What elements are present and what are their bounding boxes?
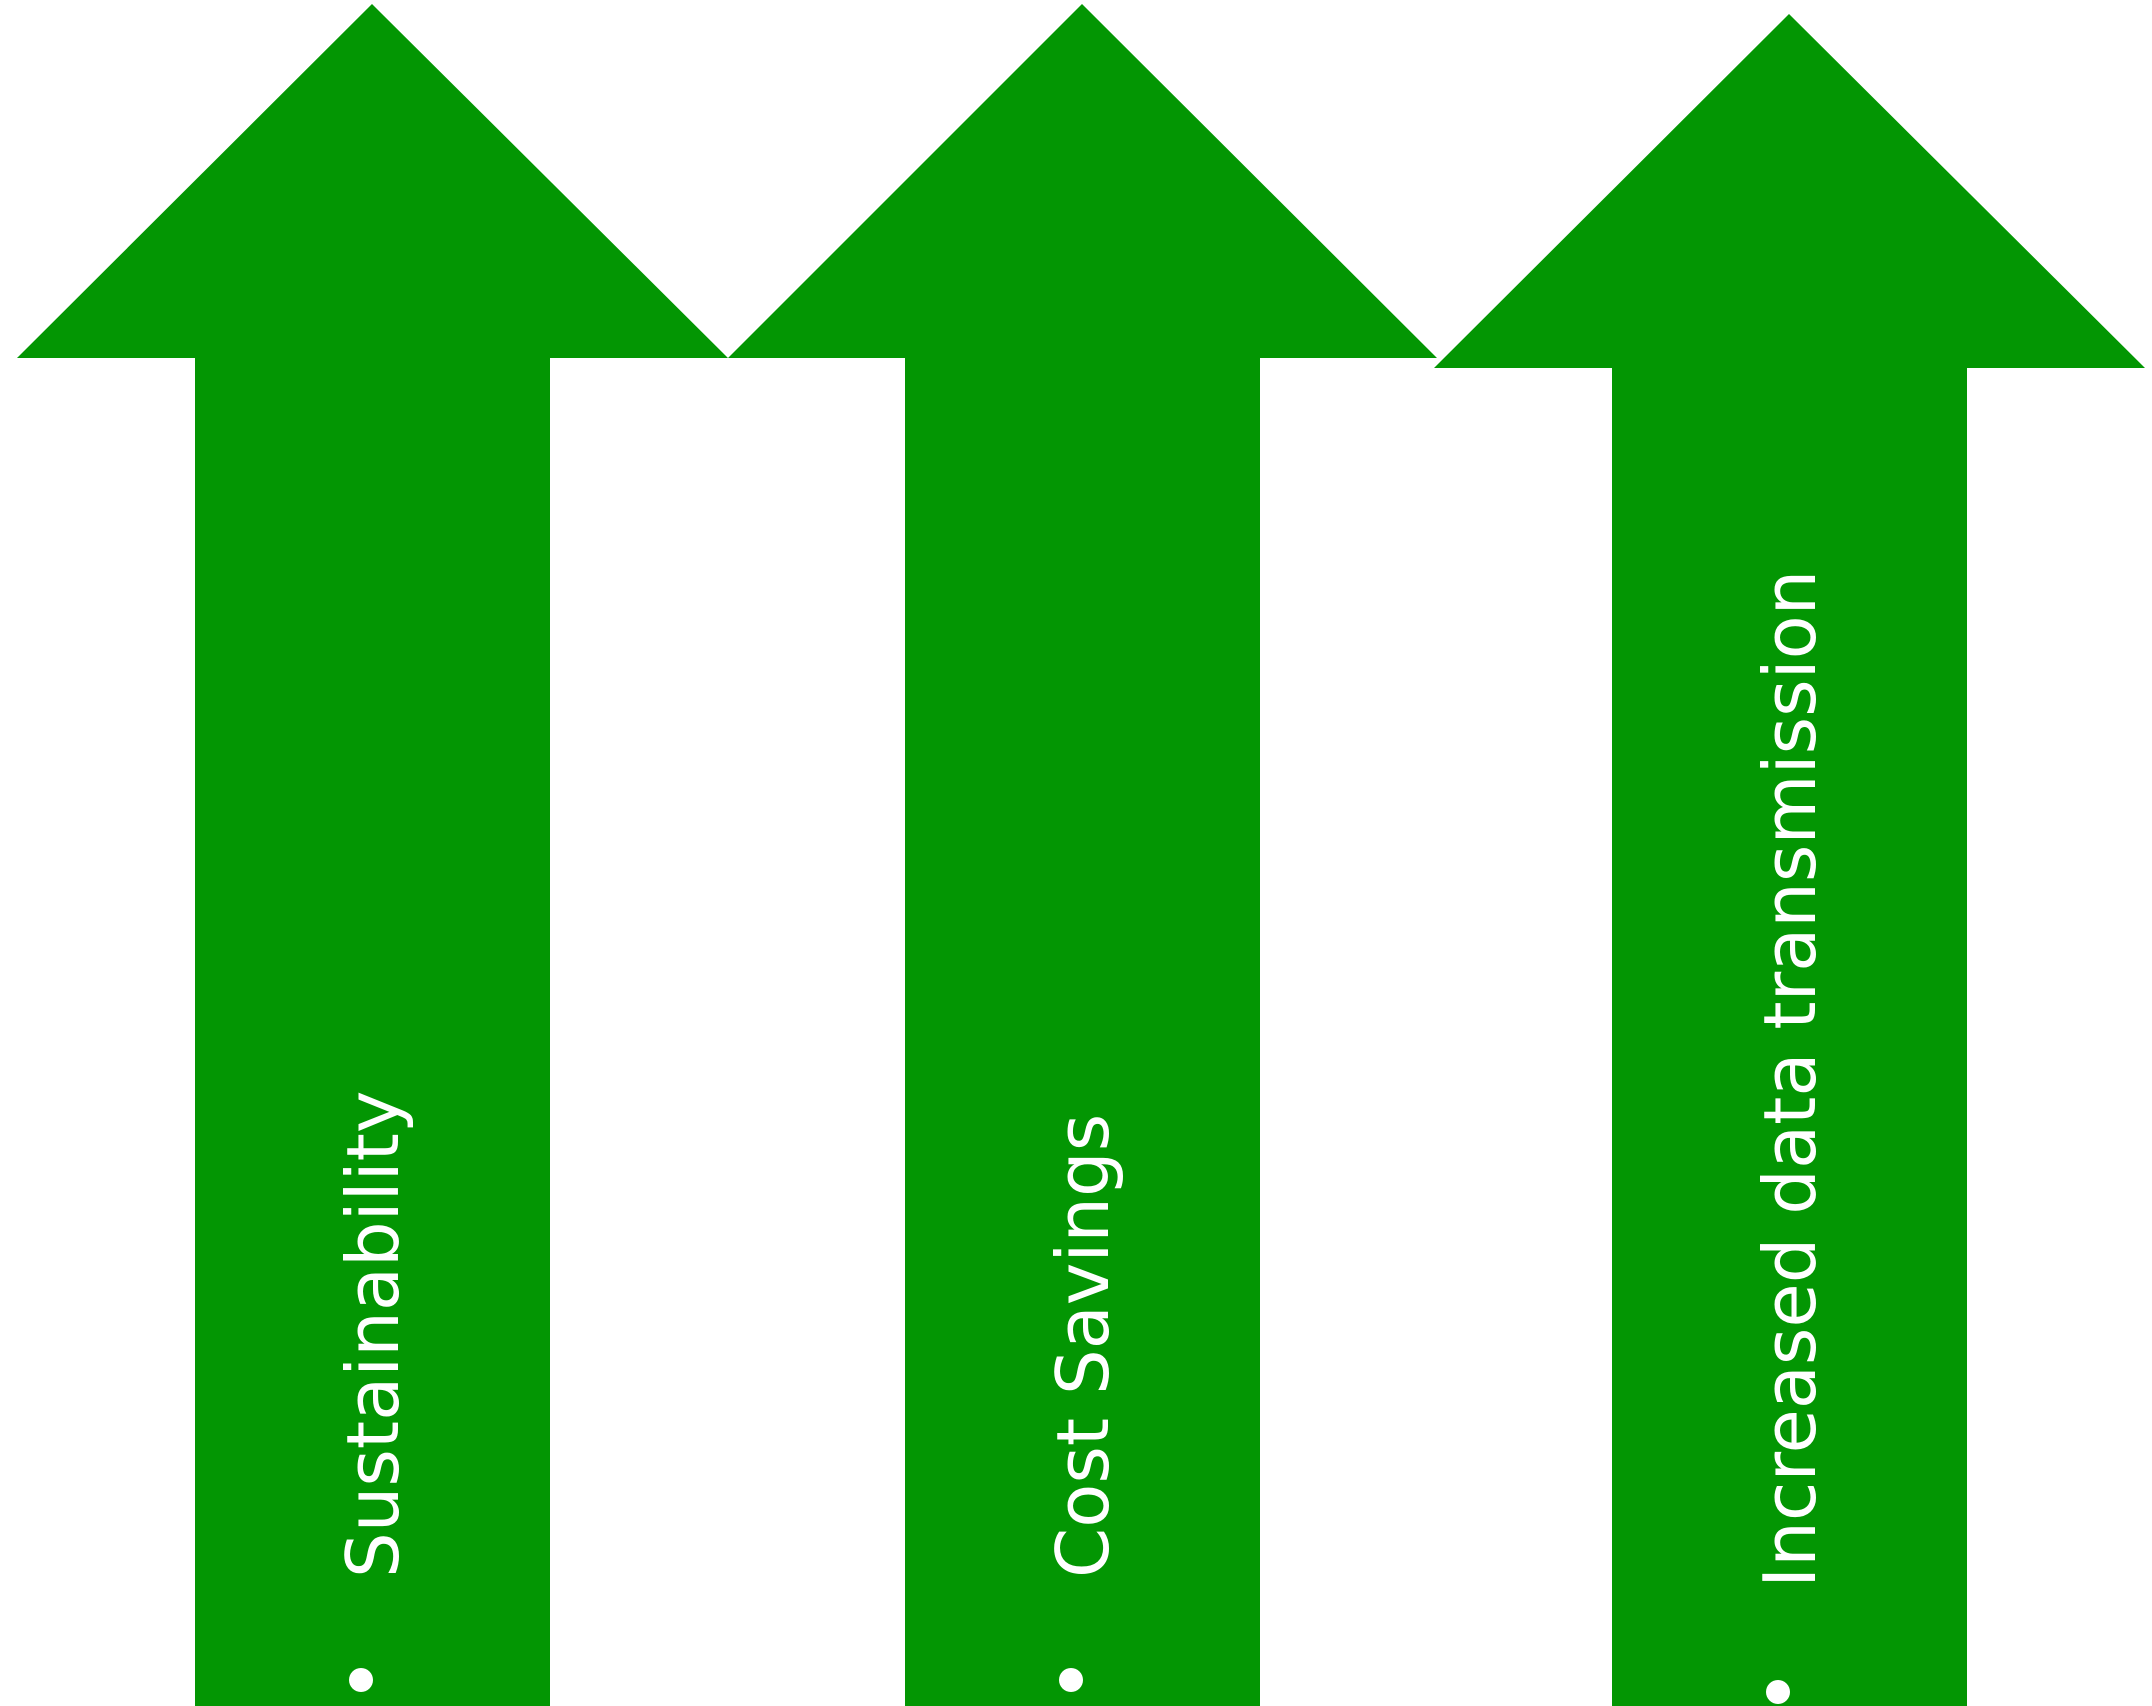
arrow-shape-increased-data-transmission bbox=[1434, 14, 2145, 1706]
bullet-dot-increased-data-transmission bbox=[1766, 1680, 1790, 1704]
arrow-shape-sustainability bbox=[17, 4, 728, 1706]
arrow-label-sustainability: Sustainability bbox=[331, 1090, 415, 1578]
arrow-cost-savings: Cost Savings bbox=[728, 4, 1437, 1706]
arrow-increased-data-transmission: Increased data transmission bbox=[1434, 14, 2145, 1706]
bullet-dot-cost-savings bbox=[1059, 1668, 1083, 1692]
arrow-label-cost-savings: Cost Savings bbox=[1041, 1114, 1125, 1578]
arrow-label-increased-data-transmission: Increased data transmission bbox=[1748, 570, 1832, 1588]
bullet-dot-sustainability bbox=[349, 1668, 373, 1692]
arrow-shape-cost-savings bbox=[728, 4, 1437, 1706]
arrow-sustainability: Sustainability bbox=[17, 4, 728, 1706]
